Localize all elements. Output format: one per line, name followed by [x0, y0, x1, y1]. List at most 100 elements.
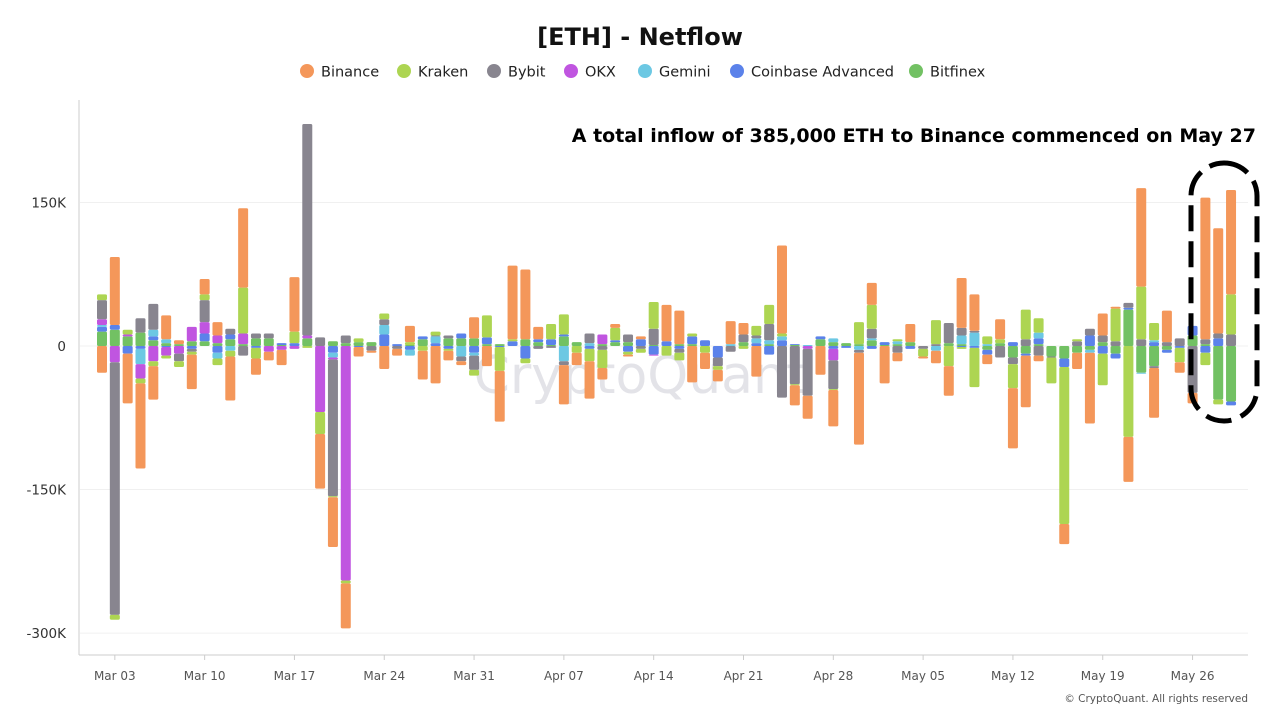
bar-segment-binance — [623, 354, 634, 357]
bar-mar-16 — [276, 343, 287, 366]
bar-segment-coinbase-advanced — [789, 344, 800, 346]
bar-segment-bybit — [558, 361, 569, 366]
bar-segment-okx — [122, 334, 133, 337]
bar-mar-23 — [366, 342, 377, 353]
bar-segment-coinbase-advanced — [404, 346, 415, 350]
legend: Binance Kraken Bybit OKX Gemini Coinbase Adva… — [300, 64, 986, 81]
bar-segment-bitfinex — [1226, 346, 1237, 402]
x-tick-label: May 12 — [991, 669, 1035, 683]
bar-segment-bybit — [1136, 339, 1147, 346]
bar-apr-12 — [623, 334, 634, 357]
bar-segment-bitfinex — [353, 342, 364, 346]
bar-segment-bybit — [1020, 339, 1031, 346]
bar-segment-gemini — [456, 346, 467, 357]
bar-segment-gemini — [212, 352, 223, 359]
bar-segment-kraken — [1007, 364, 1018, 389]
bar-segment-kraken — [417, 346, 428, 351]
y-tick-label: -150K — [27, 483, 68, 499]
bar-segment-binance — [918, 356, 929, 359]
annotation-text: A total inflow of 385,000 ETH to Binance… — [572, 125, 1256, 147]
bar-segment-binance — [379, 346, 390, 369]
bar-segment-bybit — [776, 346, 787, 398]
bar-segment-binance — [828, 390, 839, 427]
bar-segment-okx — [238, 333, 249, 345]
bar-segment-bybit — [546, 346, 557, 348]
legend-item[interactable]: Coinbase Advanced — [730, 64, 894, 81]
bar-segment-coinbase-advanced — [456, 333, 467, 339]
legend-item[interactable]: Binance — [300, 64, 379, 81]
bar-segment-bybit — [379, 319, 390, 325]
bar-segment-bybit — [789, 346, 800, 385]
bar-segment-binance — [725, 321, 736, 345]
bar-segment-kraken — [379, 313, 390, 320]
bar-segment-kraken — [443, 348, 454, 351]
legend-item[interactable]: Gemini — [638, 64, 711, 81]
bar-segment-binance — [905, 323, 916, 343]
bar-apr-13 — [635, 336, 646, 353]
bar-segment-kraken — [751, 325, 762, 336]
bar-segment-binance — [866, 282, 877, 305]
bar-segment-gemini — [764, 340, 775, 345]
bar-segment-bitfinex — [943, 343, 954, 346]
chart-title: [ETH] - Netflow — [537, 23, 743, 51]
legend-item[interactable]: Bitfinex — [909, 64, 986, 81]
bar-segment-coinbase-advanced — [1213, 338, 1224, 346]
bar-segment-binance — [853, 352, 864, 445]
bar-segment-kraken — [1213, 399, 1224, 405]
bar-segment-kraken — [700, 346, 711, 353]
legend-item[interactable]: Bybit — [487, 64, 546, 81]
bar-may-11 — [995, 319, 1006, 358]
bar-segment-bybit — [969, 330, 980, 333]
bar-segment-binance — [1213, 228, 1224, 334]
legend-item[interactable]: Kraken — [397, 64, 468, 81]
x-tick-label: Mar 24 — [363, 669, 405, 683]
bar-segment-bybit — [751, 335, 762, 339]
bar-segment-kraken — [1123, 346, 1134, 437]
bar-segment-kraken — [764, 304, 775, 324]
bar-may-16 — [1059, 346, 1070, 545]
bar-segment-gemini — [225, 346, 236, 351]
bar-segment-bybit — [302, 123, 313, 336]
bar-segment-kraken — [918, 348, 929, 357]
bar-segment-kraken — [1110, 308, 1121, 342]
bar-segment-binance — [135, 383, 146, 469]
bar-segment-bybit — [1072, 341, 1083, 346]
bar-apr-29 — [841, 343, 852, 348]
bar-segment-bitfinex — [738, 342, 749, 346]
y-tick-label: 150K — [31, 195, 67, 211]
bar-segment-binance — [956, 278, 967, 328]
bar-segment-okx — [828, 348, 839, 361]
bar-may-20 — [1110, 306, 1121, 359]
bar-segment-okx — [597, 334, 608, 345]
bar-segment-coinbase-advanced — [520, 346, 531, 359]
bar-segment-bitfinex — [1213, 346, 1224, 400]
bar-segment-bitfinex — [481, 344, 492, 346]
bar-segment-bybit — [1161, 342, 1172, 346]
bar-segment-binance — [789, 385, 800, 406]
bars — [97, 123, 1237, 629]
bar-segment-binance — [635, 336, 646, 340]
bar-segment-bitfinex — [1136, 346, 1147, 373]
bar-segment-bybit — [97, 300, 107, 320]
bar-apr-23 — [764, 304, 775, 355]
bar-apr-22 — [751, 325, 762, 377]
bar-segment-bitfinex — [841, 343, 852, 346]
bar-segment-bybit — [1007, 357, 1018, 365]
bar-segment-kraken — [199, 294, 210, 301]
bar-mar-15 — [263, 333, 274, 361]
legend-item[interactable]: OKX — [564, 64, 616, 81]
bar-segment-bybit — [712, 357, 723, 367]
legend-dot — [397, 64, 411, 78]
bar-mar-14 — [250, 333, 261, 375]
bar-segment-bitfinex — [1007, 346, 1018, 358]
bar-segment-bybit — [392, 346, 403, 349]
bar-segment-bybit — [1097, 335, 1108, 343]
bar-segment-coinbase-advanced — [546, 339, 557, 346]
bar-may-09 — [969, 294, 980, 388]
bar-segment-coinbase-advanced — [879, 342, 890, 346]
bar-apr-15 — [661, 304, 672, 356]
bar-segment-gemini — [148, 329, 159, 337]
bar-segment-binance — [481, 346, 492, 367]
bar-segment-okx — [648, 354, 659, 356]
bar-segment-bitfinex — [1161, 346, 1172, 350]
